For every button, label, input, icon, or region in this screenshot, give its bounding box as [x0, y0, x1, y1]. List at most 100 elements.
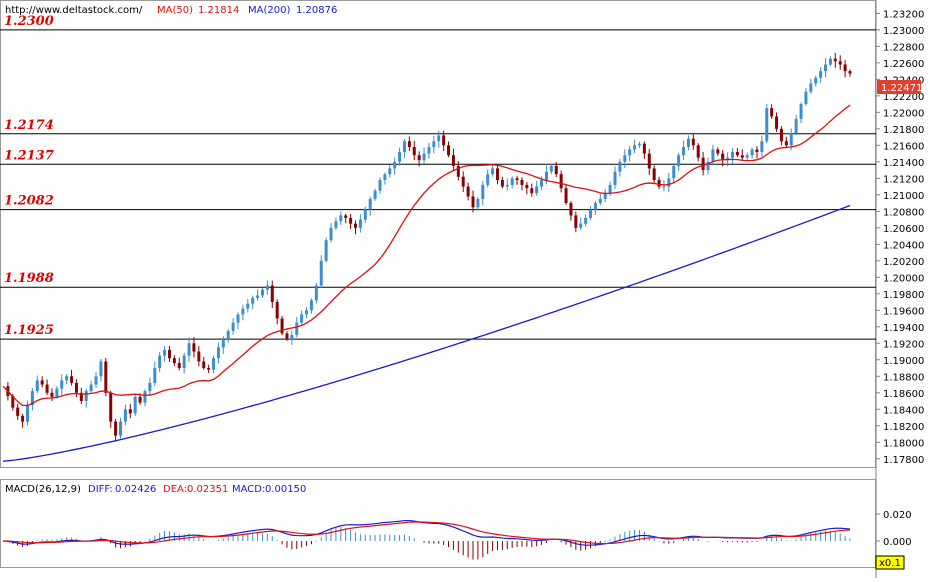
candle-body — [662, 186, 666, 188]
candle-body — [613, 171, 617, 185]
candle-body — [40, 380, 44, 385]
candle-body — [163, 349, 167, 356]
candle-body — [618, 161, 622, 172]
candle-body — [65, 376, 69, 381]
candle-body — [471, 196, 475, 208]
candle-body — [642, 143, 646, 154]
candle-body — [290, 335, 294, 340]
candle-body — [202, 361, 206, 369]
candle-body — [495, 168, 499, 180]
horizontal-levels: 1.2300 1.2174 1.2137 1.2082 1.1988 1.1925 — [0, 14, 876, 340]
candle-body — [402, 141, 406, 152]
candle-body — [770, 108, 774, 117]
level-label: 1.2137 — [4, 148, 54, 163]
candle-body — [794, 118, 798, 133]
candle-body — [60, 380, 64, 389]
candle-body — [221, 339, 225, 348]
price-tick-label: 1.21800 — [883, 125, 924, 136]
price-tick-label: 1.19400 — [883, 323, 924, 334]
candle-body — [432, 141, 436, 147]
price-tick-label: 1.22800 — [883, 42, 924, 53]
macd-title: MACD(26,12,9) — [5, 484, 81, 495]
candle-body — [427, 146, 431, 154]
candle-body — [486, 174, 490, 185]
candle-body — [275, 302, 279, 319]
candle-body — [647, 153, 651, 169]
candle-body — [750, 149, 754, 156]
candle-body — [393, 161, 397, 169]
candle-body — [280, 318, 284, 334]
candle-body — [182, 355, 186, 369]
macd-value: 0.00150 — [265, 484, 306, 495]
macd-axis: 0.020 0.000 — [876, 510, 912, 548]
candle-body — [354, 223, 358, 228]
site-url: http://www.deltastock.com/ — [5, 5, 143, 16]
candle-body — [584, 217, 588, 224]
candle-body — [716, 149, 720, 154]
price-tick-label: 1.18400 — [883, 405, 924, 416]
price-tick-label: 1.20600 — [883, 224, 924, 235]
candle-body — [814, 77, 818, 84]
candle-body — [138, 396, 142, 403]
candle-body — [285, 333, 289, 340]
candle-body — [114, 421, 118, 436]
ma50-value: 1.21814 — [198, 5, 239, 16]
ma200-label: MA(200) — [248, 5, 290, 16]
candle-body — [192, 343, 196, 352]
candle-body — [35, 380, 39, 392]
level-label: 1.2174 — [4, 118, 54, 133]
candle-body — [765, 108, 769, 142]
price-tick-label: 1.18800 — [883, 372, 924, 383]
scale-badge[interactable] — [875, 555, 905, 570]
macd-dea-value: 0.02351 — [187, 484, 228, 495]
candle-body — [16, 407, 20, 416]
price-axis: 1.232001.230001.228001.226001.224001.222… — [876, 9, 924, 466]
candle-body — [564, 188, 568, 204]
scale-badge-label: x0.1 — [879, 558, 901, 569]
candle-body — [540, 179, 544, 187]
price-tick-label: 1.19800 — [883, 290, 924, 301]
candle-body — [657, 179, 661, 187]
candle-body — [833, 58, 837, 62]
candle-body — [628, 149, 632, 156]
price-tick-label: 1.20000 — [883, 273, 924, 284]
candle-body — [260, 289, 264, 296]
candle-body — [148, 382, 152, 392]
candle-body — [226, 330, 230, 340]
candle-body — [652, 168, 656, 180]
candle-body — [809, 83, 813, 92]
candle-body — [682, 146, 686, 156]
candle-body — [123, 409, 127, 422]
candle-body — [828, 58, 832, 65]
ma200-line — [2, 204, 851, 462]
candle-body — [55, 388, 59, 397]
candle-body — [589, 209, 593, 218]
candle-body — [667, 178, 671, 187]
candle-body — [363, 209, 367, 220]
candle-body — [246, 303, 250, 309]
price-panel-frame — [0, 0, 876, 468]
ma50-line — [2, 104, 851, 407]
candle-body — [94, 376, 98, 385]
candle-body — [437, 135, 441, 142]
candle-body — [349, 217, 353, 224]
candle-body — [319, 260, 323, 286]
macd-dea-line — [2, 521, 851, 545]
macd-panel — [2, 519, 851, 560]
candle-body — [510, 178, 514, 185]
level-label: 1.2082 — [4, 194, 54, 209]
candle-body — [559, 174, 563, 189]
candle-body — [158, 355, 162, 369]
candle-body — [775, 116, 779, 129]
candle-body — [544, 171, 548, 180]
candle-body — [838, 61, 842, 65]
candle-body — [256, 295, 260, 298]
price-tick-label: 1.22200 — [883, 92, 924, 103]
candle-body — [491, 168, 495, 175]
candle-body — [407, 141, 411, 147]
candle-body — [143, 391, 147, 403]
candle-body — [789, 132, 793, 146]
price-tick-label: 1.22600 — [883, 59, 924, 70]
candle-body — [574, 215, 578, 228]
